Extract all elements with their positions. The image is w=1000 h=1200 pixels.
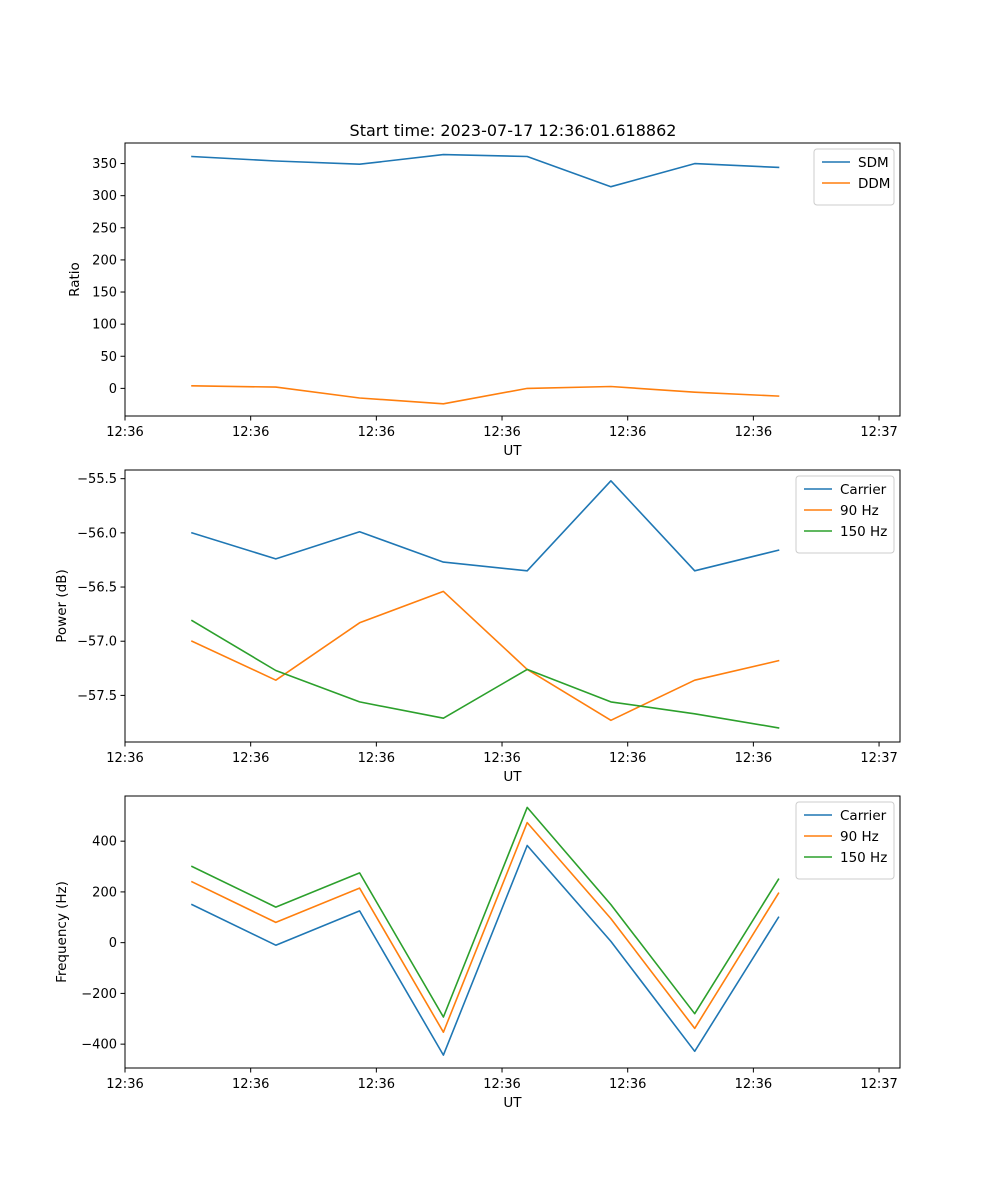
power-series-90-hz-line [190, 590, 780, 722]
ratio-x-axis-label: UT [503, 443, 522, 459]
frequency-x-tick-label: 12:37 [860, 1077, 897, 1092]
frequency-y-axis-label: Frequency (Hz) [54, 881, 70, 983]
frequency-x-tick-label: 12:36 [483, 1077, 520, 1092]
frequency-legend-box [795, 801, 895, 880]
power-series-carrier-line [190, 479, 780, 572]
ratio-legend-label-sdm: SDM [858, 155, 889, 171]
frequency-x-axis-label: UT [503, 1095, 522, 1111]
frequency-y-tick-label: 400 [92, 835, 117, 850]
ratio-y-tick-label: 50 [100, 350, 117, 365]
frequency-legend-label-carrier: Carrier [840, 808, 887, 824]
frequency-y-tick-label: 0 [109, 936, 117, 951]
power-y-axis-label: Power (dB) [54, 569, 70, 642]
power-y-tick-label: −57.5 [77, 689, 117, 704]
power-panel: 12:36 12:36 12:36 12:36 12:36 12:36 12:37 −55.5… [54, 469, 901, 785]
frequency-y-tick-label: −200 [81, 987, 117, 1002]
frequency-x-tick-label: 12:36 [609, 1077, 646, 1092]
frequency-series-150-hz-line [190, 806, 780, 1018]
ratio-y-tick-label: 0 [109, 382, 117, 397]
frequency-x-tick-label: 12:36 [735, 1077, 772, 1092]
frequency-x-tick-label: 12:36 [358, 1077, 395, 1092]
frequency-axes-frame [124, 795, 901, 1069]
frequency-y-tick-label: 200 [92, 885, 117, 900]
ratio-y-axis-label: Ratio [67, 262, 83, 297]
power-x-tick-label: 12:36 [609, 751, 646, 766]
ratio-y-tick-label: 250 [92, 221, 117, 236]
power-x-tick-label: 12:36 [483, 751, 520, 766]
ratio-x-tick-label: 12:36 [232, 425, 269, 440]
ratio-x-tick-label: 12:36 [609, 425, 646, 440]
power-y-tick-label: −57.0 [77, 635, 117, 650]
power-y-tick-label: −56.5 [77, 581, 117, 596]
ratio-series-ddm-line [191, 384, 780, 405]
power-y-tick-label: −55.5 [77, 472, 117, 487]
power-x-axis-label: UT [503, 769, 522, 785]
power-x-tick-label: 12:36 [735, 751, 772, 766]
frequency-series-90-hz-line [190, 821, 780, 1033]
ratio-y-tick-label: 100 [92, 318, 117, 333]
frequency-y-tick-label: −400 [81, 1038, 117, 1053]
frequency-legend-label-150-hz: 150 Hz [840, 850, 887, 866]
frequency-series-carrier-line [190, 844, 780, 1056]
figure-title: Start time: 2023-07-17 12:36:01.618862 [350, 121, 677, 140]
power-x-tick-label: 12:36 [358, 751, 395, 766]
ratio-legend-label-ddm: DDM [858, 176, 890, 192]
ratio-x-tick-label: 12:37 [860, 425, 897, 440]
power-legend-box [795, 475, 895, 554]
frequency-panel: 12:36 12:36 12:36 12:36 12:36 12:36 12:37 400 20… [54, 795, 901, 1111]
power-axes-frame [124, 469, 901, 743]
ratio-legend: SDM DDM [813, 148, 895, 206]
ratio-x-tick-label: 12:36 [735, 425, 772, 440]
ratio-legend-box [813, 148, 895, 206]
power-y-tick-label: −56.0 [77, 526, 117, 541]
frequency-x-tick-label: 12:36 [106, 1077, 143, 1092]
frequency-legend: Carrier 90 Hz 150 Hz [795, 801, 895, 880]
ratio-x-tick-label: 12:36 [483, 425, 520, 440]
frequency-legend-label-90-hz: 90 Hz [840, 829, 879, 845]
power-legend: Carrier 90 Hz 150 Hz [795, 475, 895, 554]
frequency-x-tick-label: 12:36 [232, 1077, 269, 1092]
power-x-tick-label: 12:37 [860, 751, 897, 766]
power-series-150-hz-line [190, 619, 780, 729]
ratio-y-tick-label: 300 [92, 189, 117, 204]
power-x-tick-label: 12:36 [106, 751, 143, 766]
ratio-series-sdm-line [191, 153, 780, 188]
ratio-y-tick-label: 200 [92, 253, 117, 268]
ratio-axes-frame [124, 142, 901, 417]
power-x-tick-label: 12:36 [232, 751, 269, 766]
ratio-y-tick-label: 350 [92, 157, 117, 172]
power-legend-label-carrier: Carrier [840, 482, 887, 498]
ratio-x-tick-label: 12:36 [106, 425, 143, 440]
ratio-y-tick-label: 150 [92, 286, 117, 301]
power-legend-label-150-hz: 150 Hz [840, 524, 887, 540]
ratio-x-tick-label: 12:36 [358, 425, 395, 440]
ratio-panel: 12:36 12:36 12:36 12:36 12:36 12:36 12:37 350 30… [67, 142, 901, 459]
power-legend-label-90-hz: 90 Hz [840, 503, 879, 519]
